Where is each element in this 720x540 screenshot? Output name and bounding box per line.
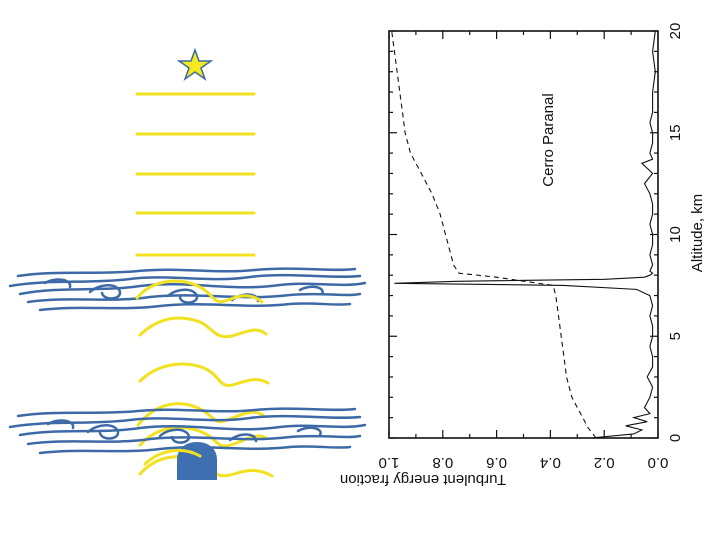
- plot-frame: [388, 30, 659, 439]
- telescope-icon: [177, 442, 217, 480]
- chart-title: Cerro Paranal: [540, 93, 557, 186]
- series-dashed-line: [391, 30, 597, 439]
- flat-wavefronts: [135, 92, 256, 257]
- y-tick-label: 0.6: [486, 454, 507, 471]
- y-tick-label: 0.8: [432, 454, 453, 471]
- wavefront-at-telescope: [143, 448, 202, 466]
- series-solid-line: [394, 30, 656, 439]
- star-icon: [176, 47, 214, 81]
- turbulence-illustration: [8, 47, 367, 480]
- x-tick-label: 10: [667, 226, 684, 243]
- x-tick-label: 5: [667, 332, 684, 340]
- x-tick-label: 20: [667, 23, 684, 40]
- y-tick-label: 1.0: [379, 454, 400, 471]
- y-tick-label: 0.2: [594, 454, 615, 471]
- x-tick-label: 15: [667, 124, 684, 141]
- x-axis-label: Altitude, km: [689, 194, 706, 272]
- y-tick-label: 0.0: [648, 454, 669, 471]
- turbulent-layer-upper: [8, 267, 367, 312]
- y-tick-label: 0.4: [540, 454, 561, 471]
- axis-ticks: 0 5 10 15 20 0.0 0.2 0.4 0.6 0.8 1.0: [379, 23, 684, 471]
- turbulent-layer-lower: [8, 407, 367, 455]
- x-tick-label: 0: [667, 434, 684, 442]
